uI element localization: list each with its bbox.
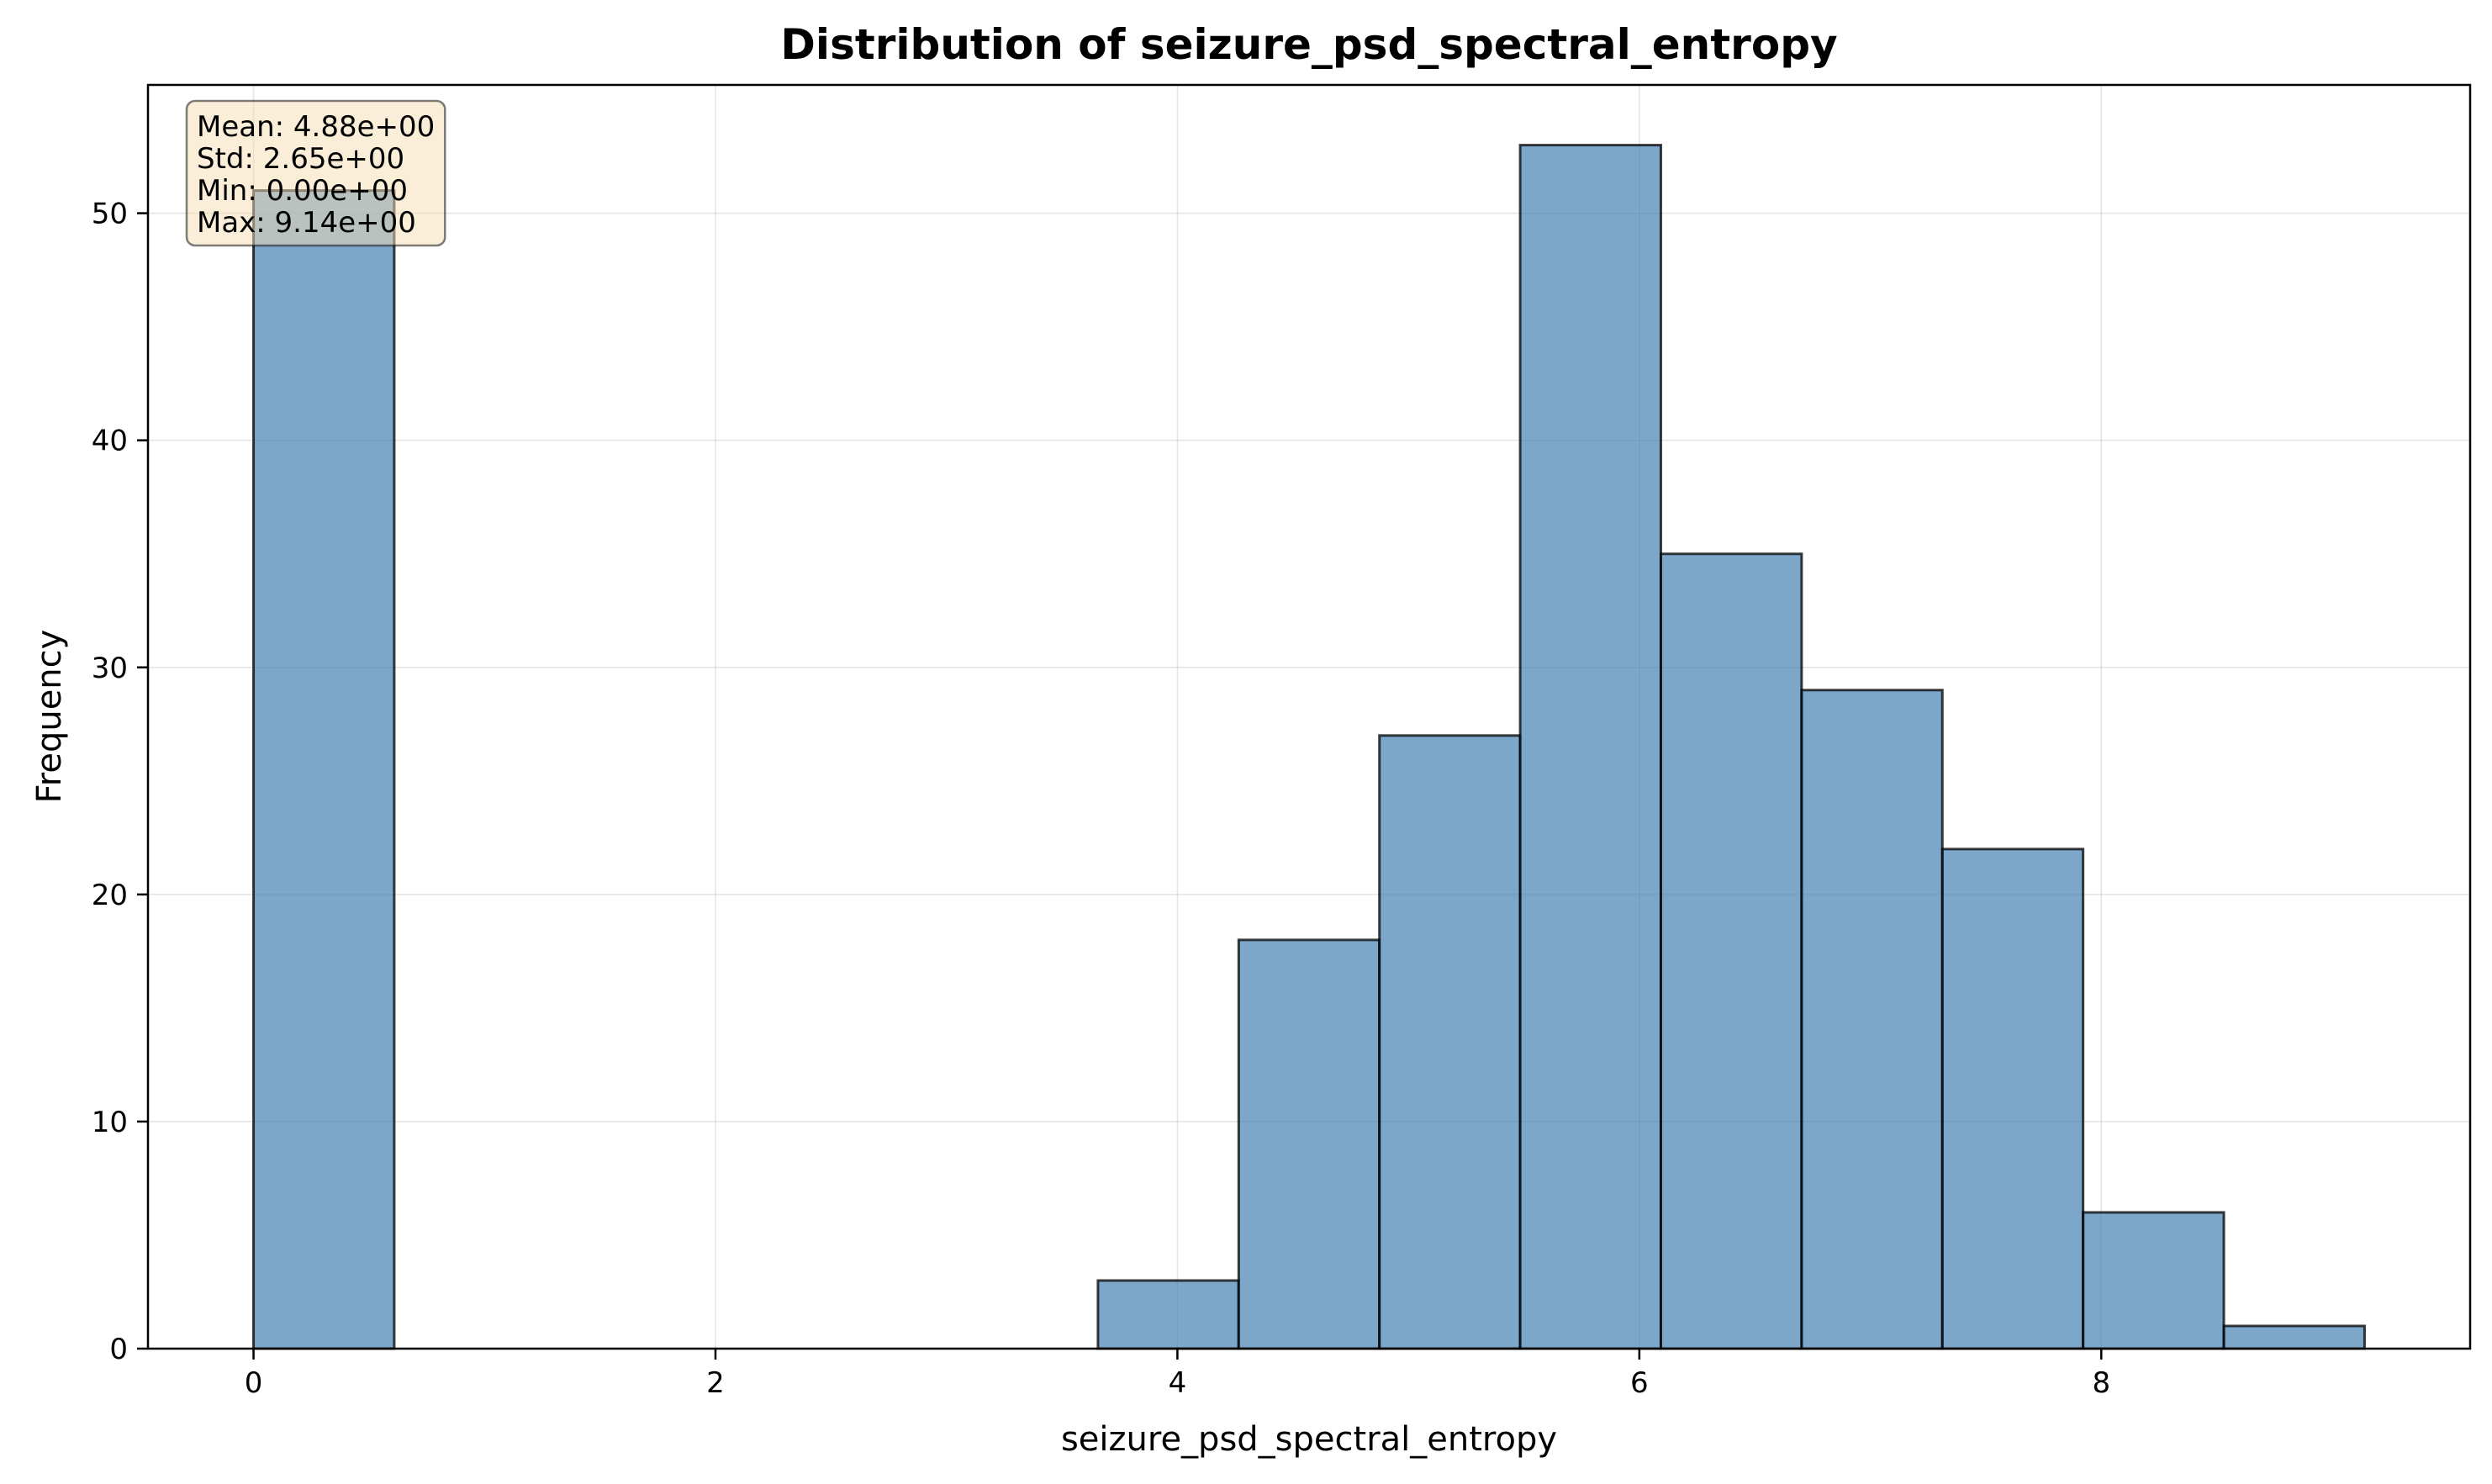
- y-tick-label: 0: [109, 1333, 128, 1366]
- y-tick-label: 30: [92, 652, 128, 685]
- y-tick-label: 20: [92, 879, 128, 912]
- histogram-bar: [1659, 552, 1803, 1350]
- histogram-bar: [1096, 1279, 1240, 1350]
- histogram-bar: [1800, 689, 1944, 1350]
- axis-ticks: 0 2 4 6 8 0 10 20 30 40 50: [92, 198, 2110, 1400]
- x-axis-label: seizure_psd_spectral_entropy: [1061, 1420, 1557, 1459]
- histogram-bar: [1518, 144, 1662, 1350]
- y-axis-label: Frequency: [30, 630, 69, 804]
- stats-line: Std: 2.65e+00: [197, 142, 404, 176]
- stats-line: Max: 9.14e+00: [197, 206, 416, 240]
- x-tick-label: 4: [1169, 1366, 1187, 1400]
- x-tick-label: 0: [245, 1366, 263, 1400]
- histogram-bar: [252, 189, 396, 1350]
- histogram-bar: [2222, 1324, 2366, 1350]
- stats-box-background: [185, 99, 446, 247]
- histogram-bar: [1237, 938, 1381, 1350]
- plot-frame: [146, 83, 2472, 1350]
- x-tick-label: 8: [2092, 1366, 2110, 1400]
- stats-line: Min: 0.00e+00: [197, 174, 408, 208]
- chart-title: Distribution of seizure_psd_spectral_ent…: [780, 20, 1837, 69]
- histogram-bars: [252, 144, 2366, 1350]
- y-tick-label: 10: [92, 1106, 128, 1139]
- histogram-bar: [1940, 848, 2085, 1350]
- x-tick-label: 6: [1630, 1366, 1649, 1400]
- y-tick-label: 40: [92, 425, 128, 458]
- stats-line: Mean: 4.88e+00: [197, 110, 435, 144]
- histogram-bar: [2082, 1211, 2225, 1350]
- x-tick-label: 2: [706, 1366, 725, 1400]
- histogram-bar: [1378, 734, 1522, 1350]
- y-tick-label: 50: [92, 198, 128, 231]
